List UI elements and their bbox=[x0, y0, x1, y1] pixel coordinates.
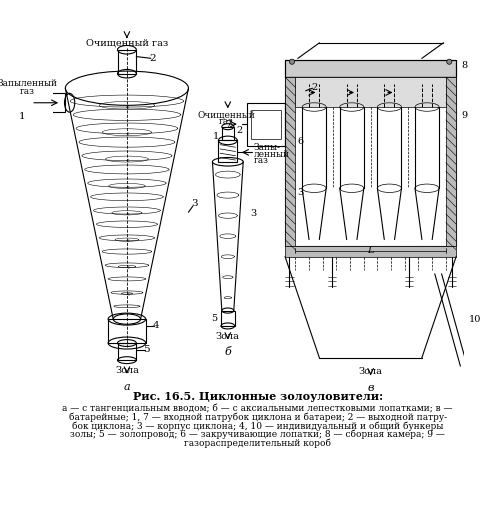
Text: батарейные; 1, 7 — входной патрубок циклона и батареи; 2 — выходной патру-: батарейные; 1, 7 — входной патрубок цикл… bbox=[69, 413, 446, 422]
Text: 2: 2 bbox=[236, 127, 242, 135]
Text: 2: 2 bbox=[149, 54, 156, 63]
Bar bbox=[117, 343, 136, 360]
Bar bbox=[285, 60, 455, 77]
Text: Рис. 16.5. Циклонные золоуловители:: Рис. 16.5. Циклонные золоуловители: bbox=[132, 391, 382, 402]
Text: Зола: Зола bbox=[115, 366, 139, 375]
Text: 2: 2 bbox=[311, 83, 317, 92]
Text: Очищенный газ: Очищенный газ bbox=[85, 39, 168, 47]
Text: газ: газ bbox=[218, 117, 233, 126]
Text: б: б bbox=[224, 348, 231, 357]
Bar bbox=[221, 127, 233, 140]
Text: 5: 5 bbox=[211, 314, 217, 322]
Bar bbox=[117, 49, 136, 73]
Text: 8: 8 bbox=[460, 60, 467, 70]
Text: 10: 10 bbox=[468, 315, 480, 325]
Bar bbox=[285, 246, 455, 257]
Text: а: а bbox=[123, 382, 130, 392]
Text: Очищенный: Очищенный bbox=[197, 110, 254, 119]
Text: 7: 7 bbox=[224, 120, 230, 129]
Ellipse shape bbox=[446, 59, 451, 64]
Text: 3: 3 bbox=[250, 208, 256, 218]
Bar bbox=[108, 319, 145, 343]
Text: 1: 1 bbox=[19, 112, 26, 121]
Bar bbox=[251, 109, 280, 139]
Text: 3: 3 bbox=[191, 199, 197, 208]
Text: 3: 3 bbox=[297, 188, 303, 197]
Bar bbox=[218, 140, 237, 162]
Text: 1: 1 bbox=[212, 132, 218, 142]
Bar bbox=[285, 77, 455, 246]
Text: L: L bbox=[367, 246, 373, 255]
Text: Запыленный: Запыленный bbox=[0, 79, 58, 89]
Text: Зола: Зола bbox=[216, 332, 239, 341]
Text: Зола: Зола bbox=[358, 367, 382, 376]
Bar bbox=[220, 311, 234, 326]
Bar bbox=[285, 60, 455, 77]
Text: 5: 5 bbox=[143, 345, 150, 354]
Text: 4: 4 bbox=[152, 321, 159, 330]
Bar bbox=[445, 77, 455, 246]
Text: золы; 5 — золопровод; 6 — закручивающие лопатки; 8 — сборная камера; 9 —: золы; 5 — золопровод; 6 — закручивающие … bbox=[70, 430, 444, 439]
Bar bbox=[246, 103, 285, 145]
Text: 6: 6 bbox=[297, 137, 303, 146]
Text: газораспределительный короб: газораспределительный короб bbox=[184, 438, 331, 448]
Text: 9: 9 bbox=[460, 111, 467, 120]
Text: бок циклона; 3 — корпус циклона; 4, 10 — индивидуальный и общий бункеры: бок циклона; 3 — корпус циклона; 4, 10 —… bbox=[72, 421, 443, 431]
Ellipse shape bbox=[289, 59, 294, 64]
Text: Запы-: Запы- bbox=[253, 143, 280, 152]
Text: газ: газ bbox=[253, 156, 268, 165]
Text: ленный: ленный bbox=[253, 150, 289, 158]
Bar bbox=[295, 77, 445, 107]
Text: газ: газ bbox=[20, 87, 35, 96]
Bar bbox=[285, 77, 295, 246]
Text: а — с тангенциальным вводом; б — с аксиальными лепестковыми лопатками; в —: а — с тангенциальным вводом; б — с аксиа… bbox=[62, 404, 452, 413]
Bar bbox=[29, 93, 65, 112]
Text: в: в bbox=[367, 383, 373, 393]
